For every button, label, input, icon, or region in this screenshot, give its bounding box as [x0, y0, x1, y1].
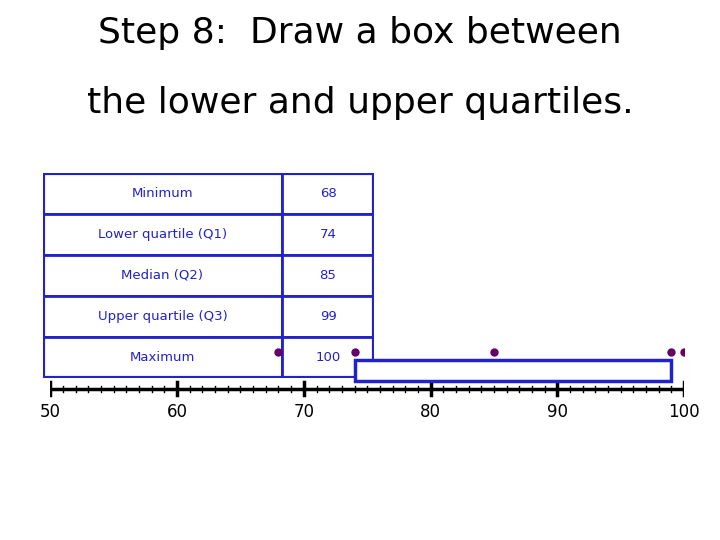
Text: 85: 85	[320, 269, 336, 282]
Bar	[43, 214, 282, 255]
Bar	[43, 296, 282, 337]
Bar	[282, 337, 374, 378]
Bar	[282, 296, 374, 337]
Text: 68: 68	[320, 187, 336, 200]
Bar	[282, 255, 374, 296]
Text: Maximum: Maximum	[130, 351, 195, 364]
Text: Minimum: Minimum	[132, 187, 193, 200]
Text: 74: 74	[320, 228, 336, 241]
Text: 70: 70	[293, 403, 315, 421]
Bar	[354, 360, 671, 381]
Bar	[43, 173, 282, 214]
Text: Lower quartile (Q1): Lower quartile (Q1)	[98, 228, 227, 241]
Text: Step 8:  Draw a box between: Step 8: Draw a box between	[98, 16, 622, 50]
Text: 99: 99	[320, 310, 336, 323]
Text: 80: 80	[420, 403, 441, 421]
Bar	[282, 214, 374, 255]
Text: 90: 90	[546, 403, 568, 421]
Text: 60: 60	[166, 403, 188, 421]
Bar	[43, 337, 282, 378]
Text: the lower and upper quartiles.: the lower and upper quartiles.	[86, 86, 634, 120]
Bar	[43, 255, 282, 296]
Text: 100: 100	[668, 403, 700, 421]
Text: Median (Q2): Median (Q2)	[122, 269, 204, 282]
Text: Upper quartile (Q3): Upper quartile (Q3)	[97, 310, 228, 323]
Bar	[282, 173, 374, 214]
Text: 100: 100	[315, 351, 341, 364]
Text: 50: 50	[40, 403, 61, 421]
